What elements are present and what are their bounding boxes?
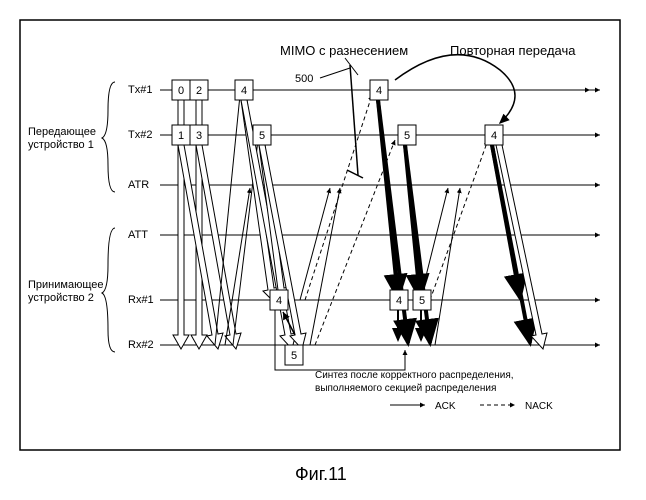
synth-l2: выполняемого секцией распределения	[315, 383, 496, 394]
svg-text:0: 0	[178, 85, 184, 97]
lbl-tx1: Tx#1	[128, 84, 152, 96]
svg-text:2: 2	[196, 85, 202, 97]
svg-text:4: 4	[276, 295, 282, 307]
figure-caption: Фиг.11	[295, 464, 347, 484]
svg-text:5: 5	[404, 130, 410, 142]
lbl-atr: ATR	[128, 179, 149, 191]
brace1	[102, 82, 115, 192]
marker-500-lead	[320, 68, 350, 78]
num500-label: 500	[295, 73, 313, 85]
svg-text:5: 5	[259, 130, 265, 142]
svg-text:3: 3	[196, 130, 202, 142]
lbl-rx1: Rx#1	[128, 294, 154, 306]
rx2-boxes: 5	[285, 345, 303, 365]
svg-text:5: 5	[291, 350, 297, 362]
retx-arc	[395, 55, 515, 123]
dev1-label-l2: устройство 1	[28, 139, 94, 151]
svg-text:5: 5	[419, 295, 425, 307]
marker-500-tick	[347, 170, 363, 178]
lbl-tx2: Tx#2	[128, 129, 152, 141]
lbl-att: ATT	[128, 229, 148, 241]
hollow-arrows-45	[241, 100, 306, 349]
svg-text:4: 4	[241, 85, 247, 97]
svg-text:4: 4	[396, 295, 402, 307]
dev2-label-l2: устройство 2	[28, 292, 94, 304]
lbl-rx2: Rx#2	[128, 339, 154, 351]
legend-nack: NACK	[525, 401, 553, 412]
svg-text:4: 4	[491, 130, 497, 142]
svg-text:4: 4	[376, 85, 382, 97]
dev2-label-l1: Принимающее	[28, 279, 103, 291]
thick-arrows-final	[492, 145, 547, 349]
svg-text:1: 1	[178, 130, 184, 142]
acknack-after-mimo	[420, 140, 488, 345]
legend-ack: ACK	[435, 401, 456, 412]
mimo-lead	[345, 58, 358, 75]
brace2	[102, 228, 115, 352]
synth-l1: Синтез после корректного распределения,	[315, 370, 514, 381]
mimo-label: MIMO с разнесением	[280, 43, 408, 58]
dev1-label-l1: Передающее	[28, 126, 96, 138]
